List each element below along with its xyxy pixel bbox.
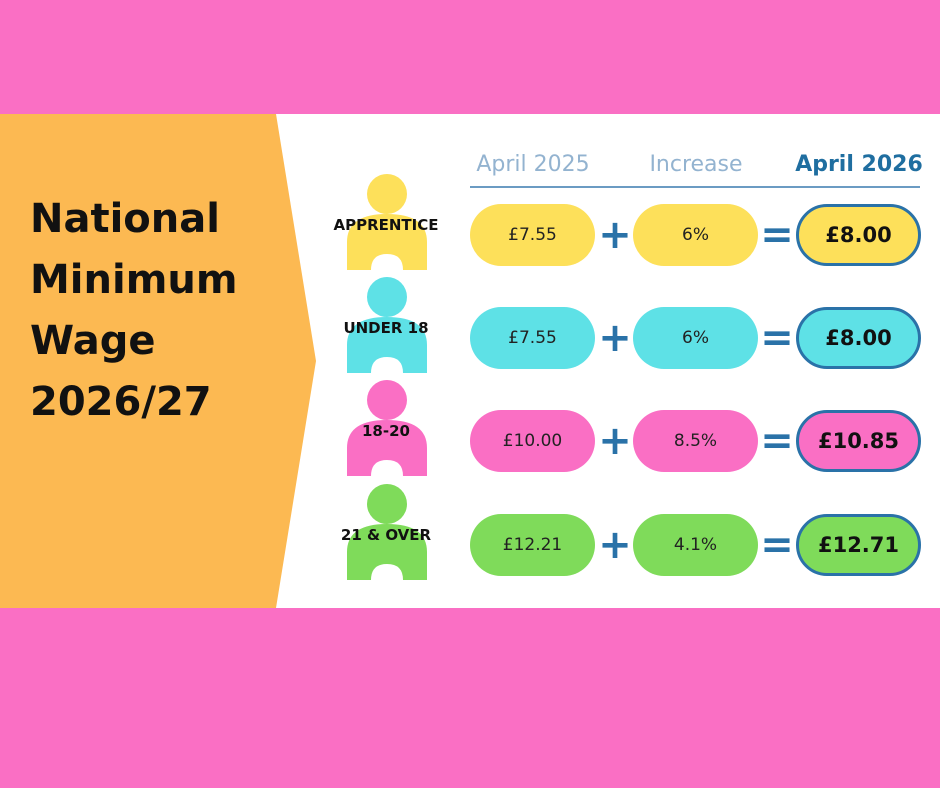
april-2025-rate: £12.21	[470, 514, 595, 576]
increase-rate: 6%	[633, 307, 758, 369]
title-line-3: Wage	[30, 318, 156, 364]
title-line-1: National	[30, 196, 220, 242]
equals-sign: =	[760, 315, 794, 361]
equals-sign: =	[760, 418, 794, 464]
wage-row: UNDER 18 £7.55 + 6% = £8.00	[0, 273, 940, 373]
wage-row: 21 & OVER £12.21 + 4.1% = £12.71	[0, 480, 940, 580]
april-2026-rate: £8.00	[796, 307, 921, 369]
plus-sign: +	[598, 522, 632, 568]
title-arrow-shape	[0, 114, 316, 608]
header-april-2026: April 2026	[795, 152, 923, 177]
april-2025-rate: £7.55	[470, 204, 595, 266]
age-group-label: UNDER 18	[343, 319, 429, 337]
age-group-label: APPRENTICE	[333, 216, 439, 234]
age-group-label: 21 & OVER	[340, 526, 432, 544]
equals-sign: =	[760, 212, 794, 258]
plus-sign: +	[598, 418, 632, 464]
plus-sign: +	[598, 212, 632, 258]
title-line-2: Minimum	[30, 257, 238, 303]
increase-rate: 4.1%	[633, 514, 758, 576]
person-icon	[347, 277, 427, 373]
person-icon	[347, 174, 427, 270]
equals-sign: =	[760, 522, 794, 568]
person-icon	[347, 484, 427, 580]
page-title: National Minimum Wage 2026/27	[30, 189, 290, 433]
header-divider	[470, 186, 920, 188]
header-april-2025: April 2025	[476, 152, 590, 177]
april-2026-rate: £12.71	[796, 514, 921, 576]
infographic-panel: National Minimum Wage 2026/27 April 2025…	[0, 114, 940, 608]
april-2025-rate: £10.00	[470, 410, 595, 472]
plus-sign: +	[598, 315, 632, 361]
increase-rate: 8.5%	[633, 410, 758, 472]
header-increase: Increase	[649, 152, 743, 177]
april-2026-rate: £10.85	[796, 410, 921, 472]
title-line-4: 2026/27	[30, 379, 212, 425]
april-2025-rate: £7.55	[470, 307, 595, 369]
wage-row: APPRENTICE £7.55 + 6% = £8.00	[0, 170, 940, 270]
wage-row: 18-20 £10.00 + 8.5% = £10.85	[0, 376, 940, 476]
person-icon	[347, 380, 427, 476]
age-group-label: 18-20	[362, 422, 410, 440]
increase-rate: 6%	[633, 204, 758, 266]
april-2026-rate: £8.00	[796, 204, 921, 266]
